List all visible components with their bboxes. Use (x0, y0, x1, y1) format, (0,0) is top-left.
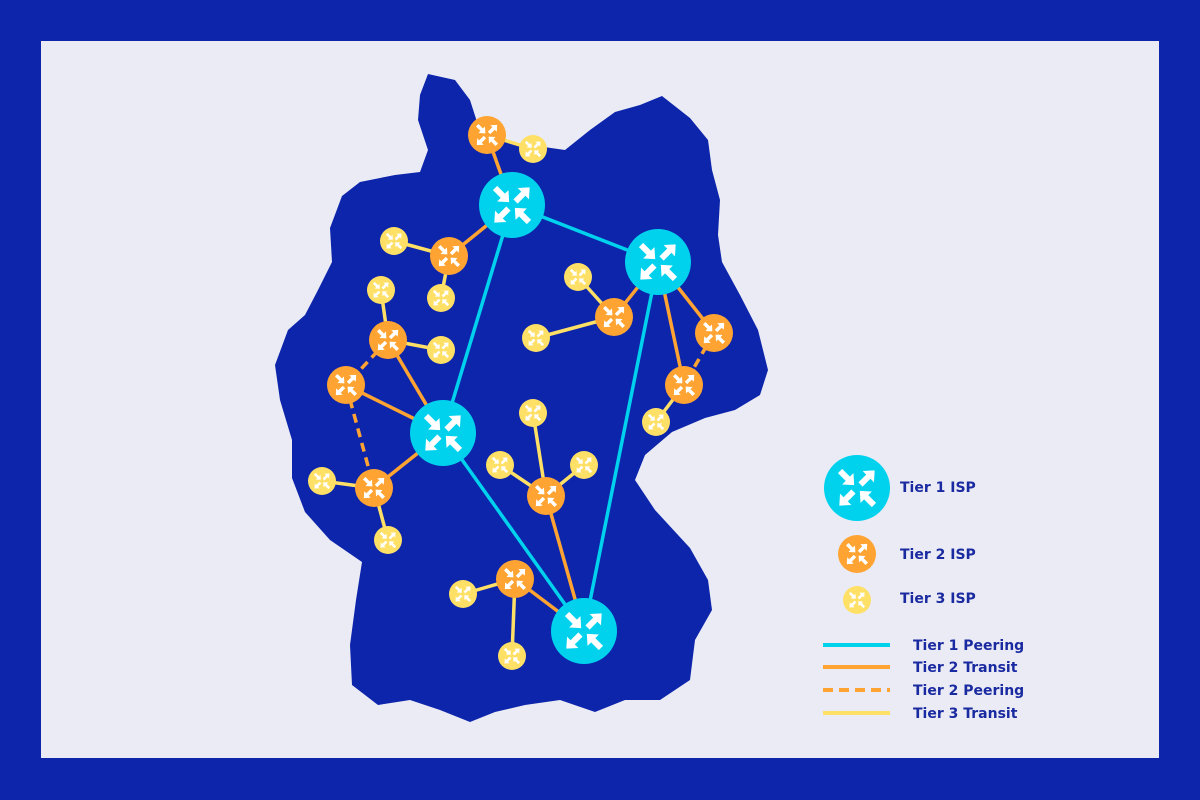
legend-tier2-peering: Tier 2 Peering (913, 683, 1024, 699)
legend-tier1-isp: Tier 1 ISP (900, 480, 976, 496)
tier3-isp-node (498, 642, 526, 670)
tier2-isp-node (355, 469, 393, 507)
router-arrows-icon (504, 568, 526, 590)
tier2-isp-node (496, 560, 534, 598)
legend-tier1-node (824, 455, 890, 521)
router-arrows-icon (524, 140, 542, 158)
tier2-isp-node (595, 298, 633, 336)
router-arrows-icon (438, 245, 460, 267)
link-tier1-peering (441, 431, 586, 633)
tier3-isp-node (486, 451, 514, 479)
tier2-isp-node (430, 237, 468, 275)
router-arrows-icon (503, 647, 521, 665)
tier2-isp-node (369, 321, 407, 359)
legend-tier2-transit: Tier 2 Transit (913, 660, 1018, 676)
router-arrows-icon (647, 413, 665, 431)
router-arrows-icon (491, 456, 509, 474)
router-arrows-icon (423, 413, 463, 453)
router-arrows-icon (569, 268, 587, 286)
tier1-isp-node (479, 172, 545, 238)
tier3-isp-node (374, 526, 402, 554)
router-arrows-icon (575, 456, 593, 474)
legend-tier2-node (838, 535, 876, 573)
tier3-isp-node (308, 467, 336, 495)
tier3-isp-node (427, 284, 455, 312)
legend-tier2-isp: Tier 2 ISP (900, 547, 976, 563)
tier2-isp-node (695, 314, 733, 352)
tier3-isp-node (449, 580, 477, 608)
router-arrows-icon (454, 585, 472, 603)
router-arrows-icon (335, 374, 357, 396)
router-arrows-icon (313, 472, 331, 490)
legend-tier3-node (843, 586, 871, 614)
router-arrows-icon (377, 329, 399, 351)
tier3-isp-node (519, 135, 547, 163)
legend: Tier 1 ISP Tier 2 ISP Tier 3 ISP Tier 1 … (823, 455, 1024, 722)
tier3-isp-node (380, 227, 408, 255)
router-arrows-icon (638, 242, 678, 282)
router-arrows-icon (564, 611, 604, 651)
router-arrows-icon (603, 306, 625, 328)
tier2-isp-node (665, 366, 703, 404)
router-arrows-icon (432, 289, 450, 307)
router-arrows-icon (492, 185, 532, 225)
router-arrows-icon (837, 468, 877, 508)
legend-tier3-isp: Tier 3 ISP (900, 591, 976, 607)
router-arrows-icon (703, 322, 725, 344)
router-arrows-icon (846, 543, 868, 565)
link-tier1-peering (441, 204, 514, 434)
tier2-isp-node (327, 366, 365, 404)
router-arrows-icon (848, 591, 866, 609)
router-arrows-icon (363, 477, 385, 499)
router-arrows-icon (385, 232, 403, 250)
link-tier1-peering (582, 261, 660, 632)
legend-tier1-peering: Tier 1 Peering (913, 638, 1024, 654)
router-arrows-icon (524, 404, 542, 422)
tier1-isp-node (625, 229, 691, 295)
tier2-isp-node (468, 116, 506, 154)
router-arrows-icon (476, 124, 498, 146)
router-arrows-icon (372, 281, 390, 299)
router-arrows-icon (535, 485, 557, 507)
tier3-isp-node (427, 336, 455, 364)
tier3-isp-node (367, 276, 395, 304)
tier1-isp-node (410, 400, 476, 466)
tier3-isp-node (570, 451, 598, 479)
router-arrows-icon (673, 374, 695, 396)
router-arrows-icon (379, 531, 397, 549)
tier3-isp-node (522, 324, 550, 352)
tier3-isp-node (564, 263, 592, 291)
tier3-isp-node (642, 408, 670, 436)
tier1-isp-node (551, 598, 617, 664)
tier3-isp-node (519, 399, 547, 427)
router-arrows-icon (432, 341, 450, 359)
router-arrows-icon (527, 329, 545, 347)
tier2-isp-node (527, 477, 565, 515)
legend-tier3-transit: Tier 3 Transit (913, 706, 1018, 722)
